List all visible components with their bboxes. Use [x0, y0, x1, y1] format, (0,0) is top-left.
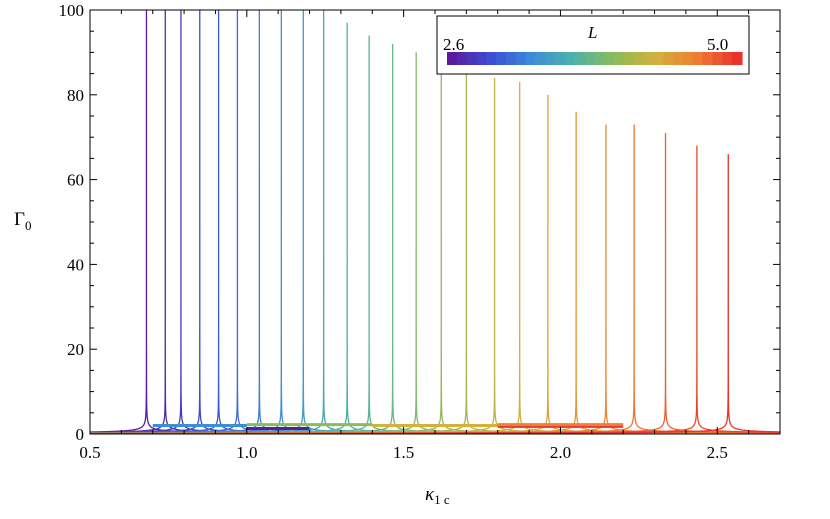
x-axis-label: κ1 c [425, 484, 450, 507]
colorbar-cell [692, 52, 704, 65]
colorbar-cell [732, 52, 743, 65]
series-curve-24 [90, 154, 781, 435]
series-curve-16 [90, 77, 780, 434]
y-axis-label-sub: 0 [25, 218, 32, 233]
colorbar-cell [683, 52, 694, 65]
colorbar-cell [673, 52, 684, 65]
x-axis-ticks: 0.5 1.0 1.5 2.0 2.5 [79, 10, 781, 462]
series-curves [89, 10, 781, 435]
series-curve-12 [90, 43, 780, 434]
y-tick-label-0: 0 [76, 425, 85, 444]
series-curve-11 [90, 35, 780, 434]
colorbar-cell [663, 52, 674, 65]
series-curve-19 [90, 111, 780, 434]
legend-title: L [587, 23, 597, 42]
colorbar-cell [476, 52, 487, 65]
series-curve-17 [89, 82, 780, 434]
legend-max-label: 5.0 [707, 35, 728, 54]
x-tick-label-0: 0.5 [79, 443, 100, 462]
colorbar-cell [633, 52, 645, 65]
colorbar-cell [584, 52, 596, 65]
colorbar-cell [535, 52, 546, 65]
x-axis-label-sub: 1 c [434, 492, 450, 507]
colorbar-cell [565, 52, 576, 65]
colorbar-legend: L 2.6 5.0 [436, 15, 750, 75]
x-tick-label-3: 2.0 [550, 443, 571, 462]
colorbar-cell [604, 52, 615, 65]
series-curve-22 [90, 132, 781, 435]
series-curve-23 [90, 145, 780, 435]
colorbar-cell [594, 52, 605, 65]
series-curve-15 [90, 69, 780, 434]
colorbar-cell [506, 52, 517, 65]
colorbar-cell [496, 52, 507, 65]
colorbar-cell [722, 52, 733, 65]
y-tick-label-4: 80 [67, 86, 84, 105]
colorbar-cell [624, 52, 635, 65]
colorbar-cell [574, 52, 586, 65]
x-tick-label-2: 1.5 [393, 443, 414, 462]
y-tick-label-3: 60 [67, 171, 84, 190]
series-curve-18 [90, 94, 780, 434]
colorbar-cell [456, 52, 468, 65]
y-tick-label-2: 40 [67, 255, 84, 274]
colorbar-cell [555, 52, 566, 65]
colorbar-cell [614, 52, 625, 65]
series-curve-13 [90, 52, 780, 434]
colorbar-cell [486, 52, 497, 65]
y-axis-ticks: 0 20 40 60 80 100 [59, 1, 780, 444]
colorbar-cell [515, 52, 527, 65]
colorbar-cell [447, 52, 458, 65]
series-curve-10 [90, 22, 780, 434]
colorbar-cell [712, 52, 723, 65]
x-tick-label-4: 2.5 [707, 443, 728, 462]
colorbar-cell [702, 52, 714, 65]
series-curve-14 [90, 65, 780, 434]
colorbar-cell [545, 52, 556, 65]
series-curve-21 [90, 124, 781, 435]
series-curve-20 [90, 124, 780, 434]
colorbar-cell [653, 52, 664, 65]
legend-min-label: 2.6 [443, 35, 464, 54]
y-axis-label: Γ0 [14, 209, 31, 233]
colorbar-cell [466, 52, 478, 65]
y-tick-label-1: 20 [67, 340, 84, 359]
baseline-segments [152, 423, 624, 430]
y-tick-label-5: 100 [59, 1, 85, 20]
colorbar-cell [525, 52, 537, 65]
colorbar-cell [643, 52, 655, 65]
x-tick-label-1: 1.0 [236, 443, 257, 462]
colorbar [447, 52, 743, 65]
